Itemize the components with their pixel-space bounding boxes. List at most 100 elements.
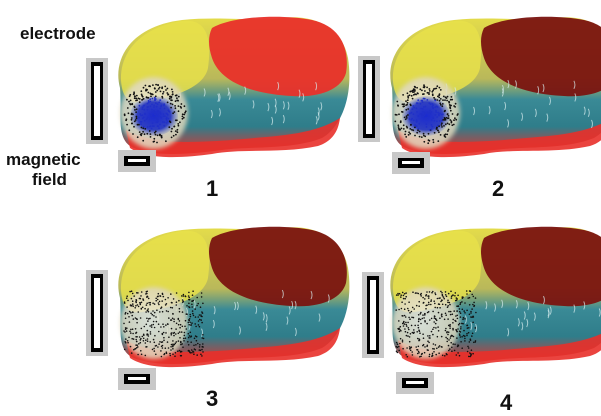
particle-dot xyxy=(152,84,154,86)
particle-dot xyxy=(174,130,177,132)
particle-dot xyxy=(447,117,450,119)
particle-dot xyxy=(128,336,130,339)
particle-dot xyxy=(422,115,425,118)
particle-dot xyxy=(140,134,143,137)
particle-dot xyxy=(429,103,432,105)
particle-dot xyxy=(159,133,161,136)
particle-dot xyxy=(447,331,450,333)
particle-dot xyxy=(197,302,199,305)
particle-dot xyxy=(464,335,466,337)
panel-number-3: 3 xyxy=(206,386,219,411)
particle-dot xyxy=(181,311,184,313)
fiber-mark xyxy=(517,318,520,327)
particle-dot xyxy=(419,113,422,116)
particle-dot xyxy=(424,314,426,316)
particle-dot xyxy=(400,127,403,130)
particle-dot xyxy=(442,95,445,98)
particle-dot xyxy=(408,316,410,319)
particle-dot xyxy=(137,97,140,100)
particle-dot xyxy=(471,293,473,296)
particle-dot xyxy=(153,347,155,350)
particle-dot xyxy=(464,302,466,304)
particle-dot xyxy=(148,85,151,87)
particle-dot xyxy=(433,351,435,353)
particle-dot xyxy=(155,117,157,119)
particle-dot xyxy=(402,321,405,324)
particle-dot xyxy=(181,299,184,301)
particle-dot xyxy=(135,338,137,341)
particle-dot xyxy=(192,350,194,353)
particle-dot xyxy=(410,124,412,126)
fiber-mark xyxy=(228,91,231,101)
particle-dot xyxy=(474,297,477,299)
particle-dot xyxy=(417,345,420,348)
particle-dot xyxy=(177,105,180,107)
particle-dot xyxy=(168,110,171,113)
particle-dot xyxy=(133,95,136,97)
particle-dot xyxy=(158,330,160,333)
particle-dot xyxy=(130,352,133,354)
particle-dot xyxy=(436,347,438,350)
particle-dot xyxy=(423,351,426,354)
particle-dot xyxy=(441,295,444,297)
particle-dot xyxy=(137,353,139,356)
particle-dot xyxy=(160,355,163,358)
particle-dot xyxy=(157,125,160,127)
particle-dot xyxy=(405,136,408,138)
fiber-mark xyxy=(542,83,545,93)
fiber-mark xyxy=(287,101,290,110)
particle-dot xyxy=(161,87,163,90)
particle-dot xyxy=(449,109,452,112)
particle-dot xyxy=(195,344,197,346)
particle-dot xyxy=(134,328,137,330)
particle-dot xyxy=(438,120,441,122)
fiber-mark xyxy=(587,108,590,118)
particle-dot xyxy=(463,329,465,332)
particle-dot xyxy=(130,332,132,334)
particle-dot xyxy=(128,100,130,103)
particle-dot xyxy=(165,140,167,143)
particle-dot xyxy=(424,112,427,115)
particle-dot xyxy=(154,133,157,136)
particle-dot xyxy=(144,128,147,130)
particle-dot xyxy=(149,125,151,128)
particle-dot xyxy=(175,328,177,330)
particle-dot xyxy=(432,343,435,345)
particle-dot xyxy=(444,294,447,296)
particle-dot xyxy=(444,123,447,126)
particle-dot xyxy=(417,350,420,353)
particle-dot xyxy=(197,324,200,326)
particle-dot xyxy=(418,352,420,354)
particle-dot xyxy=(448,349,450,352)
particle-dot xyxy=(123,322,125,325)
particle-dot xyxy=(132,338,135,340)
particle-dot xyxy=(400,294,402,296)
particle-dot xyxy=(123,330,125,332)
fiber-mark xyxy=(255,305,258,314)
particle-dot xyxy=(154,334,156,337)
particle-dot xyxy=(135,108,138,111)
particle-dot xyxy=(430,128,433,131)
particle-dot xyxy=(159,90,162,93)
particle-dot xyxy=(143,119,146,122)
particle-dot xyxy=(167,323,169,325)
particle-dot xyxy=(133,97,136,100)
particle-dot xyxy=(472,316,475,318)
particle-dot xyxy=(434,113,437,116)
particle-dot xyxy=(403,103,405,105)
particle-dot xyxy=(155,353,157,356)
particle-dot xyxy=(441,354,444,357)
particle-dot xyxy=(157,346,159,348)
panel-number-2: 2 xyxy=(492,176,505,201)
particle-dot xyxy=(192,290,194,292)
particle-dot xyxy=(460,328,462,330)
fiber-mark xyxy=(282,101,285,110)
particle-dot xyxy=(417,326,420,329)
fiber-mark xyxy=(282,114,285,124)
particle-dot xyxy=(435,109,437,112)
fiber-mark xyxy=(521,112,524,121)
fiber-mark xyxy=(546,113,549,122)
particle-dot xyxy=(147,91,150,94)
particle-dot xyxy=(172,345,174,348)
particle-dot xyxy=(422,314,424,316)
